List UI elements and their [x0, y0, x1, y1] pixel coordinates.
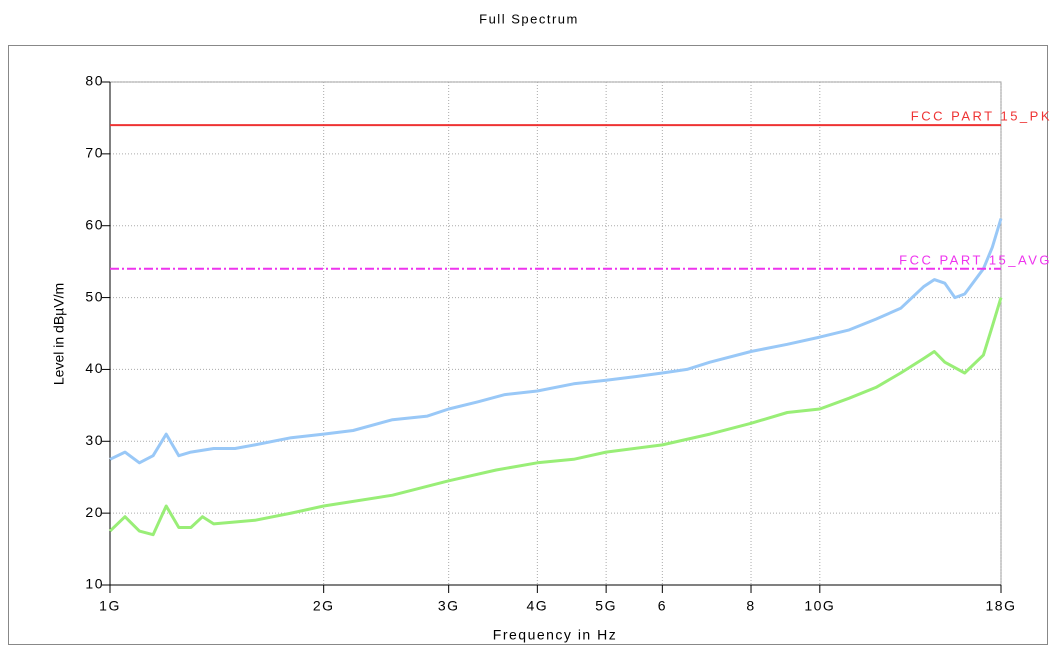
limit-label: FCC PART 15_PK [911, 109, 1052, 124]
x-tick-label: 6 [658, 598, 667, 614]
y-tick-label: 30 [85, 432, 104, 448]
x-tick-label: 2G [313, 598, 335, 614]
x-tick-label: 18G [986, 598, 1017, 614]
x-tick-label: 5G [595, 598, 617, 614]
plot-area [109, 81, 1002, 586]
x-axis-label: Frequency in Hz [493, 627, 617, 643]
y-tick-label: 70 [85, 145, 104, 161]
x-tick-label: 10G [804, 598, 835, 614]
y-tick-label: 50 [85, 288, 104, 304]
y-axis-label: Level in dBµV/m [51, 283, 67, 385]
x-tick-label: 8 [746, 598, 755, 614]
y-tick-label: 80 [85, 73, 104, 89]
x-tick-label: 3G [438, 598, 460, 614]
trace [109, 218, 1003, 465]
frame [8, 45, 1048, 645]
y-tick-label: 20 [85, 504, 104, 520]
x-tick-label: 4G [527, 598, 549, 614]
limit-label: FCC PART 15_AVG [899, 252, 1052, 267]
x-tick-label: 1G [99, 598, 121, 614]
y-tick-label: 60 [85, 216, 104, 232]
chart-title: Full Spectrum [479, 11, 579, 26]
y-tick-label: 10 [85, 576, 104, 592]
trace [108, 297, 1003, 537]
y-tick-label: 40 [85, 360, 104, 376]
